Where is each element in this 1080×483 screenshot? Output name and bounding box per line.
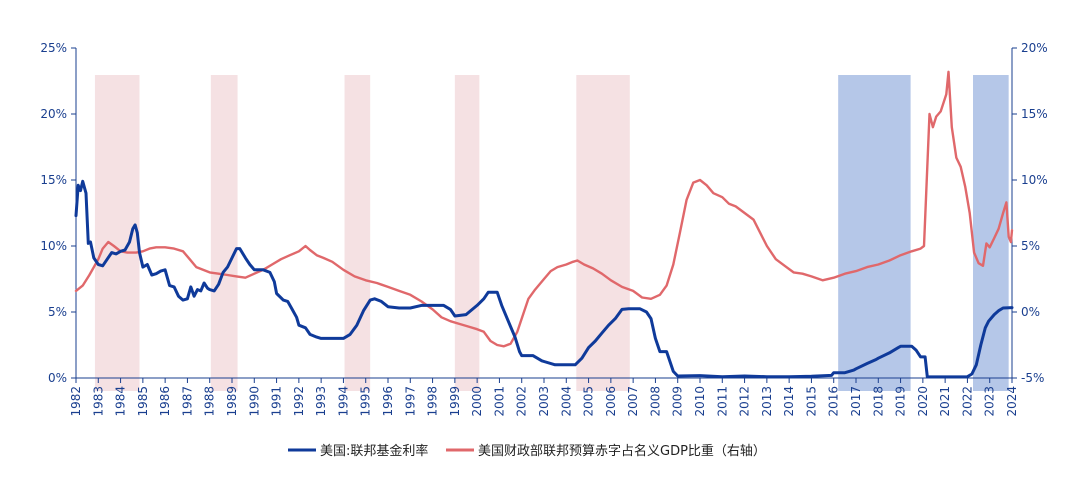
- x-tick-label: 2009: [671, 386, 685, 417]
- x-tick-label: 1986: [158, 386, 172, 417]
- shaded-period-4: [454, 75, 480, 391]
- left-tick-label: 20%: [40, 107, 67, 121]
- x-tick-label: 1989: [225, 386, 239, 417]
- x-tick-label: 1993: [314, 386, 328, 417]
- series-line-fed-rate: [74, 179, 1014, 379]
- x-tick-label: 1992: [292, 386, 306, 417]
- x-tick-label: 2010: [693, 386, 707, 417]
- x-tick-label: 2013: [760, 386, 774, 417]
- right-tick-label: 10%: [1021, 173, 1048, 187]
- x-tick-label: 1982: [69, 386, 83, 417]
- left-tick-label: 15%: [40, 173, 67, 187]
- x-tick-label: 2020: [916, 386, 930, 417]
- left-tick-label: 25%: [40, 41, 67, 55]
- series-line-deficit: [74, 70, 1014, 348]
- x-tick-label: 2014: [782, 386, 796, 417]
- x-tick-label: 2017: [849, 386, 863, 417]
- x-tick-label: 2005: [582, 386, 596, 417]
- x-tick-label: 2012: [738, 386, 752, 417]
- x-tick-label: 2015: [804, 386, 818, 417]
- x-tick-label: 2023: [983, 386, 997, 417]
- shaded-periods: [94, 75, 1009, 391]
- x-tick-label: 2007: [626, 386, 640, 417]
- x-tick-label: 2022: [960, 386, 974, 417]
- right-tick-label: 5%: [1021, 239, 1040, 253]
- x-tick-label: 2004: [559, 386, 573, 417]
- x-tick-label: 1991: [270, 386, 284, 417]
- left-tick-label: 0%: [48, 371, 67, 385]
- right-tick-label: 20%: [1021, 41, 1048, 55]
- x-tick-label: 1984: [114, 386, 128, 417]
- x-tick-label: 2002: [515, 386, 529, 417]
- x-tick-label: 1998: [426, 386, 440, 417]
- x-tick-label: 2019: [894, 386, 908, 417]
- x-tick-label: 1983: [91, 386, 105, 417]
- shaded-period-5: [576, 75, 630, 391]
- x-tick-label: 2016: [827, 386, 841, 417]
- right-tick-label: 15%: [1021, 107, 1048, 121]
- x-tick-label: 1988: [203, 386, 217, 417]
- x-tick-label: 1999: [448, 386, 462, 417]
- x-tick-label: 1997: [403, 386, 417, 417]
- left-tick-label: 5%: [48, 305, 67, 319]
- legend-label-deficit: 美国财政部联邦预算赤字占名义GDP比重（右轴）: [478, 443, 766, 459]
- x-tick-label: 1996: [381, 386, 395, 417]
- x-tick-label: 1987: [180, 386, 194, 417]
- right-tick-label: 0%: [1021, 305, 1040, 319]
- x-tick-label: 2018: [871, 386, 885, 417]
- x-tick-label: 2011: [715, 386, 729, 417]
- right-tick-label: -5%: [1021, 371, 1044, 385]
- x-tick-label: 2006: [604, 386, 618, 417]
- left-tick-label: 10%: [40, 239, 67, 253]
- x-tick-label: 2021: [938, 386, 952, 417]
- x-tick-label: 1990: [247, 386, 261, 417]
- x-tick-label: 2003: [537, 386, 551, 417]
- shaded-period-6: [838, 75, 911, 391]
- shaded-period-2: [210, 75, 238, 391]
- x-tick-label: 1985: [136, 386, 150, 417]
- shaded-period-3: [344, 75, 371, 391]
- x-tick-label: 2001: [492, 386, 506, 417]
- x-tick-label: 2024: [1005, 386, 1019, 417]
- shaded-period-7: [973, 75, 1009, 391]
- legend-label-fed-rate: 美国:联邦基金利率: [320, 443, 428, 459]
- x-tick-label: 1994: [336, 386, 350, 417]
- series-lines: [74, 70, 1014, 379]
- axes: 0% 5% 10% 15% 20% 25% -5% 0% 5% 10% 15% 20% 1982 1983…: [40, 41, 1047, 417]
- x-tick-label: 2008: [648, 386, 662, 417]
- x-tick-label: 2000: [470, 386, 484, 417]
- legend: 美国:联邦基金利率 美国财政部联邦预算赤字占名义GDP比重（右轴）: [288, 443, 766, 459]
- x-tick-label: 1995: [359, 386, 373, 417]
